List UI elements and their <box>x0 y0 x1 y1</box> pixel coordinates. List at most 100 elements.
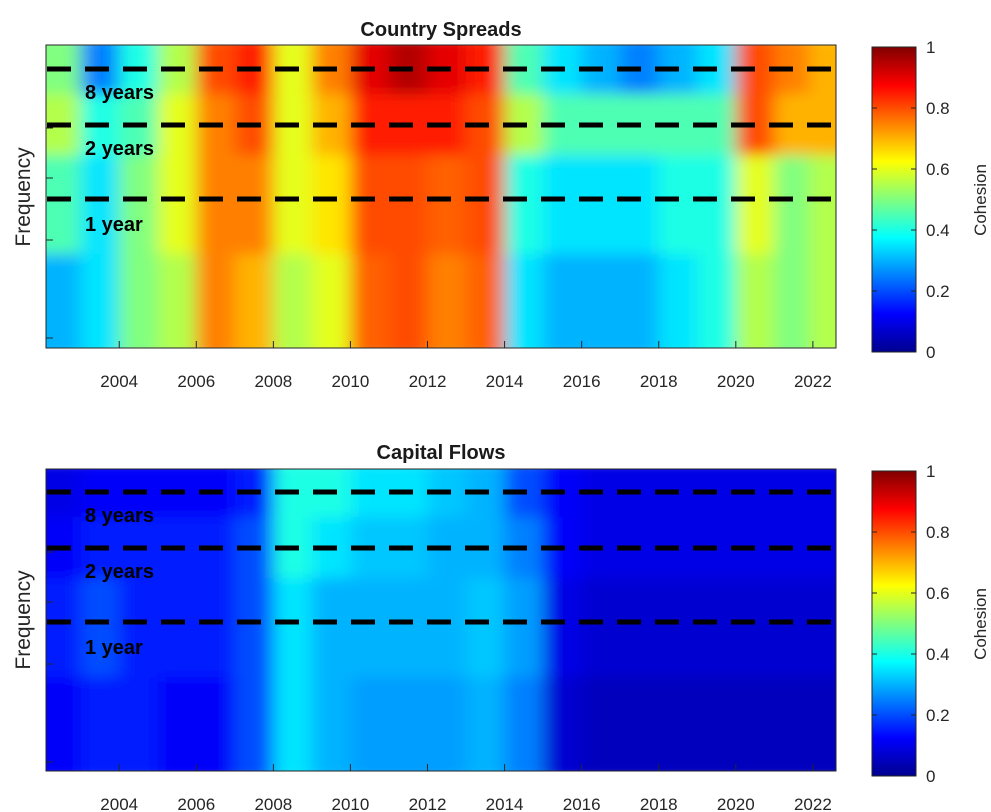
frequency-band-lines: 8 years 2 years 1 year <box>46 489 836 659</box>
heatmap-cell <box>620 155 660 255</box>
heatmap-cell <box>273 677 313 771</box>
heatmap-cell <box>46 45 82 95</box>
heatmap-cell <box>350 155 390 255</box>
heatmap-cell <box>809 578 836 678</box>
heatmap-cell <box>46 677 82 771</box>
heatmap-cell <box>46 578 82 678</box>
heatmap-cell <box>620 677 660 771</box>
heatmap-cell <box>157 155 198 255</box>
colorbar-tick-label: 0.4 <box>926 645 950 664</box>
colorbar-tick-label: 0.8 <box>926 99 950 118</box>
heatmap-cell <box>388 254 429 348</box>
frequency-band-lines: 8 years 2 years 1 year <box>46 66 836 236</box>
x-tick-label: 2014 <box>486 372 524 391</box>
heatmap-cell <box>273 469 313 518</box>
heatmap-cell <box>157 45 198 95</box>
heatmap-cell <box>196 45 236 95</box>
heatmap-cell <box>273 155 313 255</box>
chart-title: Country Spreads <box>360 19 521 41</box>
heatmap-cell <box>311 155 352 255</box>
heatmap-cell <box>466 155 506 255</box>
heatmap-cell <box>311 254 352 348</box>
colorbar-label: Cohesion <box>971 164 990 236</box>
x-tick-label: 2018 <box>640 795 678 812</box>
heatmap-cell <box>543 469 583 518</box>
heatmap-cell <box>350 254 390 348</box>
heatmap-cell <box>350 677 390 771</box>
x-axis-ticks: 2004 2006 2008 2010 2012 2014 2016 2018 2020 2022 <box>100 764 832 812</box>
heatmap-cell <box>196 578 236 678</box>
heatmap-cell <box>735 469 776 518</box>
heatmap-cell <box>697 677 737 771</box>
heatmap-cell <box>504 677 545 771</box>
heatmap-cell <box>80 578 121 678</box>
heatmap-cell <box>581 469 622 518</box>
heatmap-cell <box>620 254 660 348</box>
heatmap-cell <box>774 578 811 678</box>
x-tick-label: 2016 <box>563 795 601 812</box>
colorbar-tick-label: 0.6 <box>926 584 950 603</box>
heatmap-cell <box>157 254 198 348</box>
heatmap-cell <box>581 677 622 771</box>
heatmap-cell <box>658 254 699 348</box>
heatmap-cell <box>234 469 275 518</box>
x-tick-label: 2006 <box>177 795 215 812</box>
colorbar-label: Cohesion <box>971 588 990 660</box>
heatmap-cell <box>311 469 352 518</box>
x-tick-label: 2020 <box>717 372 755 391</box>
colorbar-tick-label: 0.2 <box>926 706 950 725</box>
heatmap-cell <box>350 45 390 95</box>
x-tick-label: 2014 <box>486 795 524 812</box>
heatmap-cell <box>504 469 545 518</box>
heatmap-cell <box>504 254 545 348</box>
heatmap-cell <box>581 45 622 95</box>
x-tick-label: 2022 <box>794 795 832 812</box>
x-tick-label: 2016 <box>563 372 601 391</box>
y-axis-label: Frequency <box>12 570 35 670</box>
x-tick-label: 2004 <box>100 372 138 391</box>
heatmap-cell <box>311 578 352 678</box>
heatmap-cell <box>80 254 121 348</box>
heatmap-cell <box>735 254 776 348</box>
colorbar-tick-label: 0.2 <box>926 282 950 301</box>
heatmap-cell <box>543 677 583 771</box>
heatmap-cell <box>427 45 468 95</box>
colorbar: 0 0.2 0.4 0.6 0.8 1 Cohesion <box>871 462 990 786</box>
heatmap-cell <box>157 578 198 678</box>
x-tick-label: 2006 <box>177 372 215 391</box>
heatmap-cell <box>46 155 82 255</box>
heatmap-cell <box>543 45 583 95</box>
heatmap-cell <box>388 155 429 255</box>
heatmap-cell <box>234 45 275 95</box>
colorbar: 0 0.2 0.4 0.6 0.8 1 Cohesion <box>871 38 990 362</box>
heatmap-cell <box>234 254 275 348</box>
heatmap-cell <box>196 155 236 255</box>
heatmap-cell <box>234 677 275 771</box>
x-tick-label: 2008 <box>254 372 292 391</box>
heatmap-cell <box>504 578 545 678</box>
heatmap-cell <box>809 254 836 348</box>
heatmap-cell <box>80 677 121 771</box>
chart-title: Capital Flows <box>377 442 506 464</box>
x-tick-label: 2008 <box>254 795 292 812</box>
colorbar-tick-label: 0 <box>926 767 935 786</box>
heatmap-cell <box>735 45 776 95</box>
heatmap-cell <box>697 254 737 348</box>
colorbar-tick-label: 1 <box>926 462 935 481</box>
heatmap-cell <box>774 45 811 95</box>
heatmap-cell <box>466 254 506 348</box>
heatmap-cell <box>196 677 236 771</box>
heatmap-cell <box>273 578 313 678</box>
heatmap-cell <box>427 578 468 678</box>
band-label: 1 year <box>85 637 143 659</box>
heatmap-cell <box>311 677 352 771</box>
heatmap-cell <box>774 254 811 348</box>
heatmap-area <box>46 45 836 348</box>
x-tick-label: 2004 <box>100 795 138 812</box>
colorbar-tick-label: 0.8 <box>926 523 950 542</box>
x-tick-label: 2012 <box>409 795 447 812</box>
colorbar-tick-label: 0.6 <box>926 160 950 179</box>
heatmap-cell <box>658 155 699 255</box>
